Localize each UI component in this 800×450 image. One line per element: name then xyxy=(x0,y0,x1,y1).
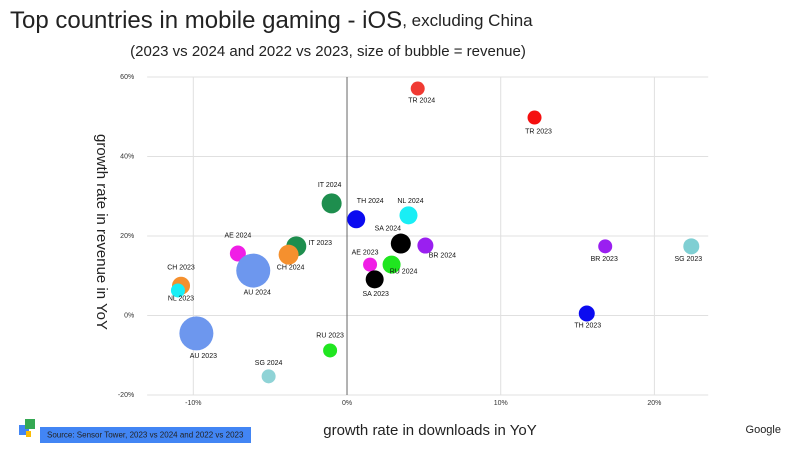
bubble xyxy=(417,237,434,254)
bubble xyxy=(347,210,366,229)
title-note: , excluding China xyxy=(402,11,533,30)
point-label: TH 2023 xyxy=(574,322,601,329)
point-label: TR 2024 xyxy=(408,97,435,104)
bubble xyxy=(527,110,542,125)
bubble xyxy=(170,283,185,298)
y-tick-label: -20% xyxy=(118,392,134,399)
y-tick-label: 60% xyxy=(120,74,134,81)
point-label: SA 2023 xyxy=(362,291,389,298)
point-label: RU 2024 xyxy=(390,268,418,275)
x-tick-label: -10% xyxy=(185,400,201,407)
point-label: NL 2024 xyxy=(397,198,423,205)
title-main: Top countries in mobile gaming - iOS xyxy=(10,7,402,34)
y-tick-label: 20% xyxy=(120,233,134,240)
chart-title: Top countries in mobile gaming - iOS, ex… xyxy=(10,7,533,34)
bubble xyxy=(363,257,378,272)
bubble xyxy=(236,253,271,288)
bubble xyxy=(261,369,276,384)
point-label: AU 2024 xyxy=(244,289,271,296)
bubble xyxy=(410,81,425,96)
x-tick-label: 20% xyxy=(647,400,661,407)
point-label: IT 2024 xyxy=(318,182,342,189)
bubble xyxy=(365,270,384,289)
y-tick-label: 40% xyxy=(120,153,134,160)
grid: -20% 0% 20% 40% 60% -10% 0% 10% 20% xyxy=(118,74,709,407)
plot: TR 2024 TR 2023 IT 2024 TH 2024 NL 2024 SA 20… xyxy=(167,81,702,384)
point-label: RU 2023 xyxy=(316,332,344,339)
source: Source: Sensor Tower, 2023 vs 2024 and 2… xyxy=(47,431,244,440)
point-label: BR 2023 xyxy=(591,256,618,263)
chart-subtitle: (2023 vs 2024 and 2022 vs 2023, size of … xyxy=(130,43,526,60)
bubble xyxy=(598,239,613,254)
x-tick-label: 10% xyxy=(494,400,508,407)
bubble xyxy=(399,206,418,225)
bubble xyxy=(382,255,401,274)
y-axis-label: growth rate in revenue in YoY xyxy=(93,134,110,330)
y-tick-label: 0% xyxy=(124,312,134,319)
point-label: SA 2024 xyxy=(375,225,402,232)
source-box xyxy=(40,427,251,443)
point-label: TH 2024 xyxy=(357,198,384,205)
bubble xyxy=(278,244,299,265)
point-label: BR 2024 xyxy=(429,252,456,259)
point-label: IT 2023 xyxy=(308,240,332,247)
bubble xyxy=(179,316,214,351)
bubble xyxy=(323,343,338,358)
bubble xyxy=(683,238,700,255)
point-label: SG 2023 xyxy=(674,256,702,263)
logo-icon xyxy=(19,419,35,437)
point-label: AE 2024 xyxy=(224,232,251,239)
point-label: CH 2024 xyxy=(277,265,305,272)
x-axis-label: growth rate in downloads in YoY xyxy=(323,422,536,439)
x-tick-label: 0% xyxy=(342,400,352,407)
point-label: TR 2023 xyxy=(525,128,552,135)
point-label: NL 2023 xyxy=(168,295,194,302)
point-label: SG 2024 xyxy=(255,360,283,367)
bubble xyxy=(390,233,411,254)
point-label: AE 2023 xyxy=(352,249,379,256)
bubble xyxy=(321,193,342,214)
brand: Google xyxy=(746,424,781,436)
point-label: CH 2023 xyxy=(167,265,195,272)
bubble xyxy=(578,305,595,322)
point-label: AU 2023 xyxy=(190,353,217,360)
bubble xyxy=(229,245,246,262)
